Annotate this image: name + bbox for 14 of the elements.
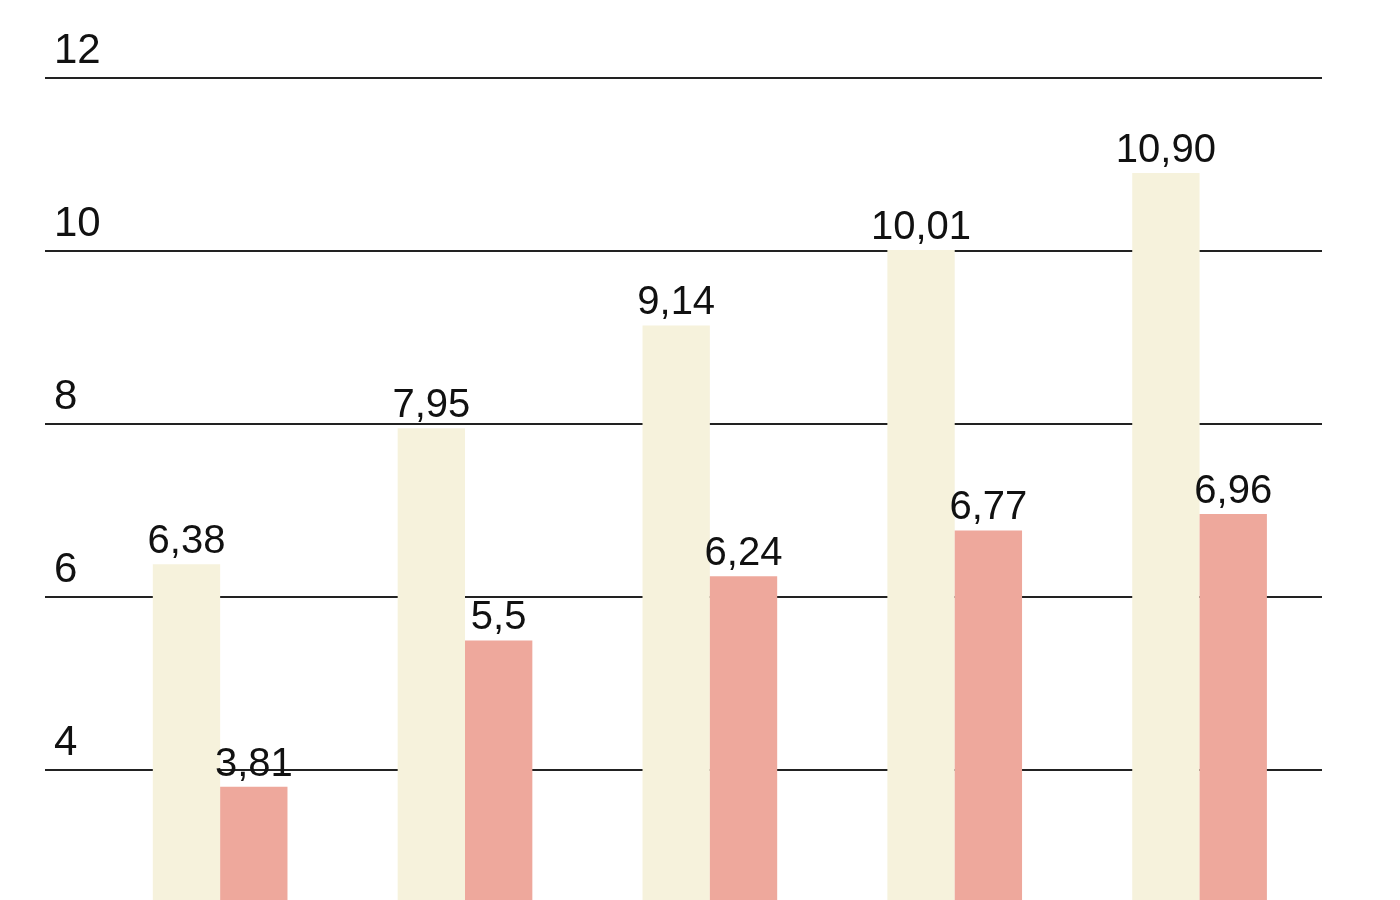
data-label: 6,77 xyxy=(949,483,1028,528)
data-label: 5,5 xyxy=(470,593,527,638)
data-label: 10,90 xyxy=(1115,126,1216,171)
y-tick-label: 10 xyxy=(54,198,101,246)
data-label: 9,14 xyxy=(637,278,716,323)
y-tick-label: 8 xyxy=(54,371,78,419)
data-label: 7,95 xyxy=(392,381,471,426)
data-label: 6,38 xyxy=(147,517,226,562)
y-tick-label: 6 xyxy=(54,544,78,592)
data-label: 6,24 xyxy=(704,529,783,574)
data-label: 6,96 xyxy=(1194,467,1273,512)
y-tick-label: 12 xyxy=(54,25,101,73)
y-tick-label: 4 xyxy=(54,717,78,765)
data-label: 10,01 xyxy=(871,203,972,248)
